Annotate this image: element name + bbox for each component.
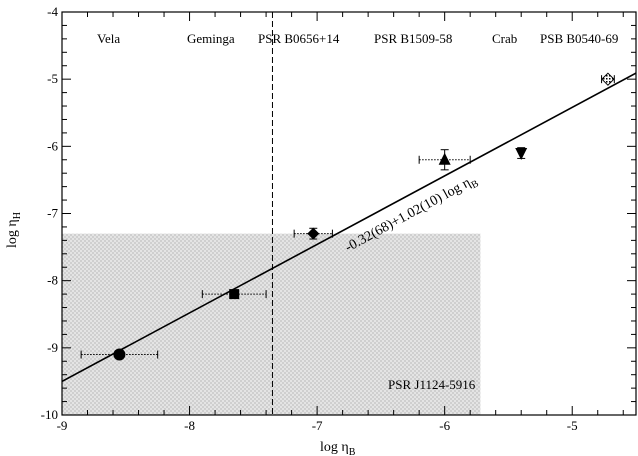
- top-label-crab: Crab: [492, 31, 517, 46]
- data-point-3: [418, 149, 471, 171]
- x-axis-label-text: log η: [320, 440, 349, 455]
- shaded-region: [62, 233, 481, 415]
- y-axis-label: log ηH: [5, 212, 23, 248]
- top-label-b0540: PSB B0540-69: [540, 31, 618, 46]
- top-label-b1509: PSR B1509-58: [374, 31, 452, 46]
- fit-line: [62, 72, 636, 383]
- svg-text:log ηH: log ηH: [5, 212, 23, 248]
- y-tick-label: -4: [47, 4, 58, 19]
- fit-label-sub: B: [469, 178, 480, 191]
- square-marker: [229, 289, 240, 300]
- circle-marker: [113, 348, 126, 361]
- data-point-5: [601, 72, 615, 86]
- x-tick-label: -8: [184, 418, 195, 433]
- x-axis-label-sub: B: [349, 447, 356, 456]
- top-label-vela: Vela: [97, 31, 120, 46]
- y-axis-label-text: log η: [5, 219, 20, 248]
- y-tick-label: -6: [47, 138, 58, 153]
- diamond-marker: [307, 227, 320, 240]
- x-tick-label: -5: [567, 418, 578, 433]
- y-tick-label: -7: [47, 206, 58, 221]
- data-point-1: [201, 289, 267, 300]
- y-axis-label-sub: H: [12, 212, 23, 219]
- hatched-diamond-marker: [601, 72, 615, 86]
- y-tick-label: -9: [47, 340, 58, 355]
- y-tick-label: -5: [47, 71, 58, 86]
- top-label-geminga: Geminga: [187, 31, 235, 46]
- top-label-b0656: PSR B0656+14: [258, 31, 340, 46]
- y-tick-label: -10: [41, 407, 58, 422]
- triangle-down-marker: [515, 148, 528, 161]
- x-tick-label: -9: [57, 418, 68, 433]
- x-axis-label: log ηB: [320, 440, 356, 456]
- shaded-region-label: PSR J1124-5916: [388, 377, 476, 392]
- x-tick-label: -6: [439, 418, 450, 433]
- data-point-4: [515, 147, 528, 161]
- y-tick-label: -8: [47, 273, 58, 288]
- triangle-up-marker: [438, 152, 451, 165]
- x-tick-label: -7: [312, 418, 323, 433]
- data-point-2: [293, 227, 333, 240]
- top-labels: Vela Geminga PSR B0656+14 PSR B1509-58 C…: [97, 31, 618, 46]
- data-point-0: [80, 348, 159, 361]
- plot-area: -9 -8 -7 -6 -5-10-9-8-7-6-5-4: [41, 4, 637, 433]
